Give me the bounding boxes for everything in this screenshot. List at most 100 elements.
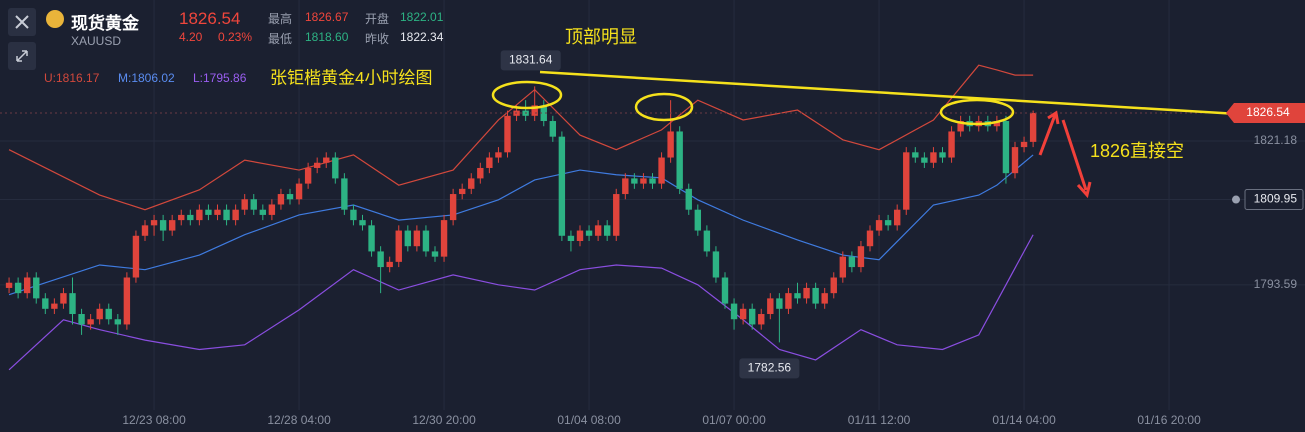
candle-body: [748, 308, 756, 325]
legend-entry: U:1816.17: [44, 71, 100, 85]
candle-body: [957, 121, 964, 132]
annotation: 顶部明显: [565, 27, 637, 47]
candle-body: [295, 183, 303, 200]
candle-body: [857, 246, 865, 268]
candle-body: [685, 188, 692, 210]
candle-body: [622, 178, 629, 195]
candle-body: [33, 277, 40, 299]
candle-body: [477, 167, 484, 179]
price-tag: [739, 358, 800, 379]
candle-body: [948, 131, 955, 158]
candle-body: [96, 308, 103, 320]
candle-body: [386, 261, 393, 268]
collapse-icon: [16, 50, 28, 62]
candle-body: [939, 152, 946, 158]
collapse-button[interactable]: [8, 42, 36, 70]
candle-body: [78, 314, 85, 325]
candle-body: [495, 152, 502, 158]
y-tick-label: 1821.18: [1254, 133, 1298, 147]
candle-body: [232, 209, 239, 221]
candle-body: [613, 194, 620, 236]
stat-value: 1822.34: [400, 30, 444, 44]
candle-body: [323, 157, 330, 163]
price-box: [1244, 189, 1304, 211]
candle-body: [123, 277, 131, 325]
candle-body: [187, 214, 194, 221]
gold-icon: [46, 10, 64, 28]
candle-body: [168, 220, 176, 231]
x-tick-label: 12/28 04:00: [267, 413, 331, 427]
candle-body: [105, 308, 112, 320]
candle-body: [277, 194, 285, 205]
x-tick-label: 12/30 20:00: [412, 413, 476, 427]
top-circle: [634, 92, 694, 122]
candle-body: [332, 157, 339, 179]
candle-body: [567, 235, 575, 241]
candle-body: [758, 314, 765, 325]
candle-body: [468, 178, 475, 189]
symbol: XAUUSD: [71, 34, 122, 48]
candle-body: [1002, 121, 1010, 174]
candle-body: [114, 319, 122, 325]
candle-body: [549, 121, 557, 137]
candle-body: [69, 293, 76, 315]
band-line: [8, 154, 1034, 296]
candle-body: [812, 287, 819, 304]
price-tag-label: 1782.56: [748, 361, 792, 375]
candle-body: [377, 251, 384, 268]
candle-body: [359, 220, 366, 226]
candle-body: [912, 152, 919, 158]
plot: [0, 0, 1305, 410]
price-tag-label: 1831.64: [509, 53, 553, 67]
candle-body: [5, 282, 13, 288]
candle-body: [368, 225, 375, 252]
candle-body: [486, 157, 493, 168]
candle-body: [585, 230, 593, 236]
close-icon: [15, 15, 29, 29]
candle-body: [196, 209, 203, 221]
y-tick-label: 1809.95: [1254, 192, 1298, 206]
candle-body: [576, 230, 584, 241]
candle-body: [830, 277, 837, 294]
candle-body: [712, 251, 720, 278]
candle-body: [504, 115, 511, 153]
candle-body: [313, 162, 321, 168]
candle-body: [776, 298, 783, 309]
top-circle: [491, 80, 563, 110]
candle-body: [51, 303, 58, 309]
candle-body: [241, 199, 248, 210]
candle-body: [250, 199, 257, 210]
candle-body: [205, 209, 212, 215]
x-tick-label: 01/14 04:00: [992, 413, 1056, 427]
candle-body: [893, 209, 901, 226]
candle-body: [404, 230, 412, 247]
candle-body: [223, 209, 230, 221]
candle-body: [993, 121, 1001, 127]
candle-body: [866, 230, 874, 247]
candle-body: [558, 136, 566, 236]
arrow-up: [1038, 110, 1060, 156]
candle-body: [803, 287, 810, 299]
candle-body: [23, 277, 31, 294]
candle-body: [667, 131, 674, 158]
candle-body: [739, 308, 747, 320]
candle-body: [703, 230, 711, 252]
stat-value: 1818.60: [305, 30, 349, 44]
candle-body: [821, 293, 828, 304]
candle-body: [132, 235, 140, 278]
legend-entry: M:1806.02: [118, 71, 175, 85]
candle-body: [42, 298, 49, 309]
band-line: [8, 234, 1034, 371]
candle-body: [658, 157, 665, 184]
candle-body: [60, 293, 67, 304]
candle-body: [286, 194, 294, 200]
top-circle: [939, 98, 1015, 126]
candle-body: [767, 298, 774, 315]
price-tag: [500, 50, 561, 71]
x-tick-label: 12/23 08:00: [122, 413, 186, 427]
close-button[interactable]: [8, 8, 36, 36]
candle-body: [268, 204, 276, 215]
instrument-name[interactable]: 现货黄金: [71, 14, 139, 33]
overlay: 12/23 08:00 12/28 04:00 12/30 20:00 01/04 0…: [122, 50, 1305, 427]
candle-body: [395, 230, 402, 262]
